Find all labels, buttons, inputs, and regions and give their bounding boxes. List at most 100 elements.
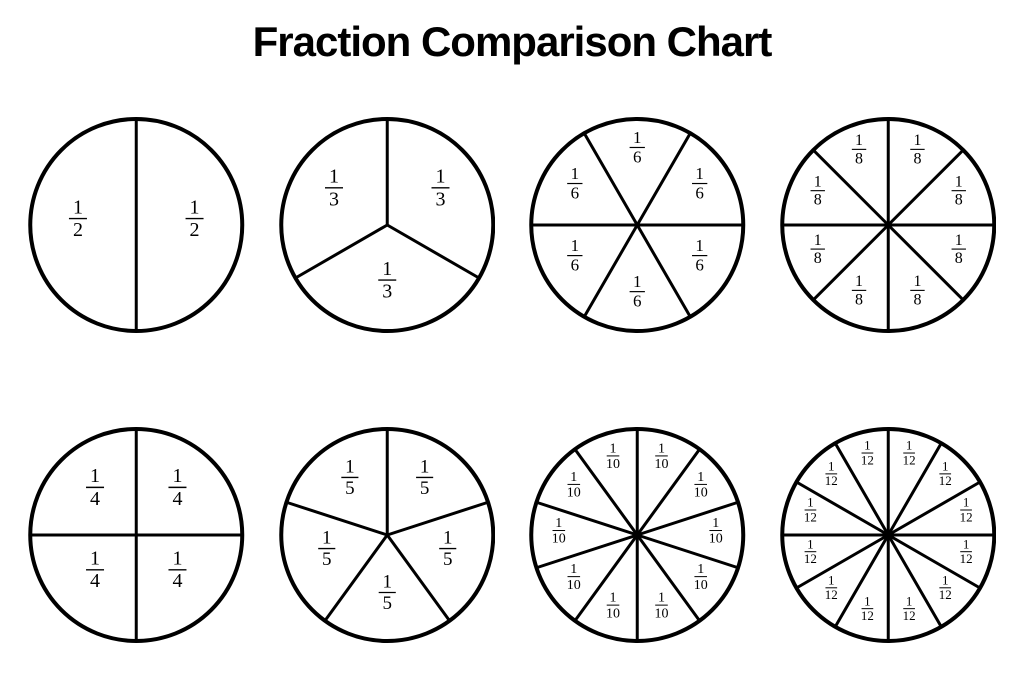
fraction-denominator: 10 <box>694 486 708 501</box>
fraction-denominator: 6 <box>633 291 642 310</box>
fraction-denominator: 8 <box>855 291 863 308</box>
fraction-denominator: 5 <box>442 549 452 570</box>
fraction-denominator: 8 <box>954 192 962 209</box>
fraction-circle-5: 1515151515 <box>279 410 496 660</box>
circle-svg: 161616161616 <box>529 100 746 350</box>
divider-line <box>813 225 888 300</box>
fraction-numerator: 1 <box>855 132 863 149</box>
fraction-numerator: 1 <box>954 232 962 249</box>
fraction-numerator: 1 <box>855 273 863 290</box>
circle-svg: 131313 <box>279 100 496 350</box>
fraction-label: 15 <box>341 457 358 499</box>
fraction-numerator: 1 <box>172 465 182 487</box>
fraction-denominator: 5 <box>345 478 355 499</box>
fraction-denominator: 12 <box>938 587 951 602</box>
fraction-label: 112 <box>860 438 873 468</box>
circle-svg: 1212 <box>28 100 245 350</box>
fraction-numerator: 1 <box>962 495 969 510</box>
divider-line <box>637 133 690 225</box>
circle-grid: 1212131313161616161616181818181818181814… <box>28 100 996 660</box>
fraction-label: 18 <box>910 132 924 167</box>
fraction-denominator: 3 <box>329 188 339 210</box>
fraction-numerator: 1 <box>828 458 835 473</box>
fraction-numerator: 1 <box>697 562 704 577</box>
fraction-label: 18 <box>951 232 965 267</box>
fraction-numerator: 1 <box>658 590 665 605</box>
fraction-label: 13 <box>325 166 343 211</box>
page-title: Fraction Comparison Chart <box>0 18 1024 66</box>
divider-line <box>637 225 690 317</box>
fraction-label: 15 <box>318 528 335 570</box>
fraction-label: 15 <box>378 572 395 614</box>
fraction-denominator: 10 <box>654 606 668 621</box>
fraction-label: 112 <box>824 572 837 602</box>
fraction-denominator: 12 <box>959 551 972 566</box>
fraction-numerator: 1 <box>941 458 948 473</box>
fraction-numerator: 1 <box>570 562 577 577</box>
fraction-label: 112 <box>803 495 816 525</box>
fraction-denominator: 12 <box>803 551 816 566</box>
fraction-numerator: 1 <box>442 528 452 549</box>
fraction-numerator: 1 <box>807 536 814 551</box>
fraction-numerator: 1 <box>913 132 921 149</box>
fraction-denominator: 8 <box>813 192 821 209</box>
fraction-label: 110 <box>694 562 708 593</box>
fraction-numerator: 1 <box>435 166 445 188</box>
fraction-numerator: 1 <box>555 516 562 531</box>
divider-line <box>387 535 449 621</box>
circle-svg: 110110110110110110110110110110 <box>529 410 746 660</box>
fraction-numerator: 1 <box>913 273 921 290</box>
fraction-label: 110 <box>567 562 581 593</box>
fraction-denominator: 2 <box>190 219 200 241</box>
fraction-label: 16 <box>692 236 707 274</box>
fraction-denominator: 12 <box>938 473 951 488</box>
fraction-label: 18 <box>910 273 924 308</box>
fraction-label: 110 <box>606 590 620 621</box>
fraction-denominator: 10 <box>694 578 708 593</box>
fraction-label: 110 <box>694 470 708 501</box>
fraction-label: 112 <box>860 593 873 623</box>
fraction-label: 110 <box>606 441 620 472</box>
circle-svg: 1818181818181818 <box>780 100 997 350</box>
fraction-denominator: 6 <box>695 255 704 274</box>
fraction-numerator: 1 <box>73 196 83 218</box>
circle-svg: 1515151515 <box>279 410 496 660</box>
fraction-numerator: 1 <box>610 590 617 605</box>
fraction-numerator: 1 <box>864 438 871 453</box>
fraction-circle-4: 14141414 <box>28 410 245 660</box>
fraction-numerator: 1 <box>864 593 871 608</box>
page: Fraction Comparison Chart 12121313131616… <box>0 0 1024 692</box>
divider-line <box>536 502 637 535</box>
fraction-numerator: 1 <box>633 128 642 147</box>
divider-line <box>584 133 637 225</box>
fraction-label: 13 <box>431 166 449 211</box>
fraction-circle-3: 131313 <box>279 100 496 350</box>
fraction-denominator: 5 <box>322 549 332 570</box>
divider-line <box>637 502 738 535</box>
fraction-numerator: 1 <box>695 236 704 255</box>
fraction-numerator: 1 <box>712 516 719 531</box>
fraction-label: 15 <box>416 457 433 499</box>
fraction-label: 112 <box>959 536 972 566</box>
fraction-label: 14 <box>168 548 186 593</box>
fraction-denominator: 8 <box>954 250 962 267</box>
fraction-denominator: 3 <box>382 280 392 302</box>
fraction-circle-8: 1818181818181818 <box>780 100 997 350</box>
fraction-numerator: 1 <box>807 495 814 510</box>
fraction-label: 16 <box>692 164 707 202</box>
fraction-circle-12: 112112112112112112112112112112112112 <box>780 410 997 660</box>
fraction-numerator: 1 <box>610 441 617 456</box>
fraction-denominator: 8 <box>913 291 921 308</box>
fraction-numerator: 1 <box>905 438 912 453</box>
fraction-numerator: 1 <box>954 174 962 191</box>
fraction-denominator: 4 <box>172 570 182 592</box>
fraction-denominator: 4 <box>172 488 182 510</box>
fraction-label: 110 <box>654 441 668 472</box>
fraction-label: 14 <box>86 465 104 510</box>
fraction-denominator: 3 <box>435 188 445 210</box>
fraction-label: 18 <box>810 174 824 209</box>
fraction-label: 112 <box>902 438 915 468</box>
divider-line <box>637 535 738 568</box>
fraction-denominator: 8 <box>913 150 921 167</box>
fraction-numerator: 1 <box>570 470 577 485</box>
